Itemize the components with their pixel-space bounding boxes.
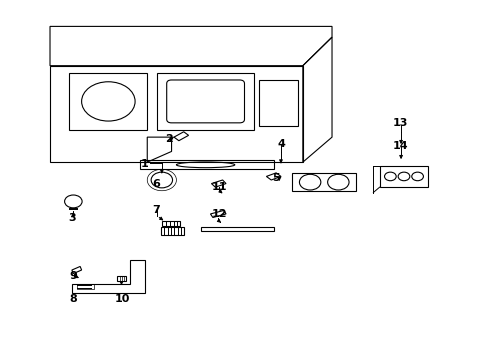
Text: 14: 14	[391, 141, 407, 151]
Text: 6: 6	[152, 179, 160, 189]
Text: 12: 12	[211, 209, 226, 219]
Text: 4: 4	[277, 139, 285, 149]
Text: 10: 10	[114, 294, 129, 303]
Text: 11: 11	[211, 182, 226, 192]
Text: 1: 1	[141, 159, 148, 169]
Text: 3: 3	[68, 212, 76, 222]
Text: 5: 5	[272, 173, 279, 183]
Text: 9: 9	[69, 271, 77, 282]
Text: 13: 13	[391, 118, 407, 128]
Text: 2: 2	[165, 134, 173, 144]
Text: 7: 7	[152, 205, 160, 215]
Text: 8: 8	[69, 294, 77, 303]
